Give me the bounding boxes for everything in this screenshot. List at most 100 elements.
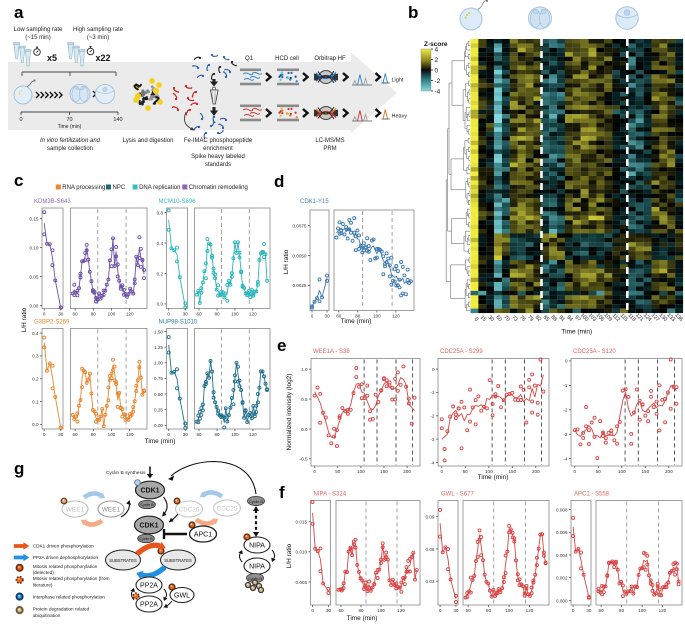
svg-text:L/H ratio: L/H ratio bbox=[283, 249, 290, 274]
svg-text:50: 50 bbox=[596, 469, 602, 474]
svg-text:30: 30 bbox=[324, 314, 330, 319]
svg-text:100: 100 bbox=[618, 469, 626, 474]
svg-text:94: 94 bbox=[565, 315, 573, 323]
svg-text:0.05: 0.05 bbox=[30, 274, 39, 279]
svg-text:200: 200 bbox=[403, 469, 411, 474]
svg-text:-4: -4 bbox=[563, 457, 568, 462]
svg-text:Chromatin remodeling: Chromatin remodeling bbox=[189, 185, 248, 191]
svg-text:GWL - S677: GWL - S677 bbox=[441, 492, 474, 498]
svg-text:Cyclin B: Cyclin B bbox=[248, 577, 262, 581]
svg-text:30: 30 bbox=[58, 312, 64, 317]
svg-text:x5: x5 bbox=[47, 53, 57, 63]
svg-text:0.0: 0.0 bbox=[32, 422, 39, 427]
svg-text:Cyclin B synthesis: Cyclin B synthesis bbox=[106, 470, 146, 476]
svg-text:0.008: 0.008 bbox=[556, 507, 568, 512]
svg-text:standards: standards bbox=[205, 162, 231, 168]
svg-text:0.005: 0.005 bbox=[296, 580, 308, 585]
svg-text:100: 100 bbox=[373, 314, 381, 319]
svg-text:0.000: 0.000 bbox=[556, 598, 568, 603]
svg-text:0.4: 0.4 bbox=[157, 241, 164, 246]
svg-text:80: 80 bbox=[91, 312, 97, 317]
svg-text:0.002: 0.002 bbox=[556, 576, 568, 581]
svg-text:50: 50 bbox=[463, 469, 469, 474]
svg-text:1.0: 1.0 bbox=[301, 367, 308, 372]
svg-text:0.5: 0.5 bbox=[301, 397, 308, 402]
svg-text:100: 100 bbox=[108, 312, 116, 317]
svg-text:Time (min): Time (min) bbox=[58, 124, 82, 130]
svg-text:0: 0 bbox=[572, 608, 575, 613]
svg-text:0: 0 bbox=[473, 317, 479, 323]
svg-text:30: 30 bbox=[453, 608, 459, 613]
svg-text:Time (min): Time (min) bbox=[478, 474, 509, 481]
svg-text:-2: -2 bbox=[435, 78, 441, 85]
svg-text:Interphase related phosphoryla: Interphase related phosphorylation bbox=[33, 595, 106, 600]
svg-text:Q1: Q1 bbox=[245, 56, 254, 62]
svg-text:115: 115 bbox=[619, 313, 629, 323]
svg-text:DNA replication: DNA replication bbox=[139, 185, 180, 191]
svg-text:124: 124 bbox=[642, 312, 653, 323]
svg-text:0: 0 bbox=[43, 432, 46, 437]
svg-text:0.1: 0.1 bbox=[32, 399, 39, 404]
svg-text:60: 60 bbox=[599, 608, 605, 613]
svg-text:CDC25A - S299: CDC25A - S299 bbox=[440, 349, 483, 355]
svg-text:a: a bbox=[14, 3, 24, 22]
svg-text:0: 0 bbox=[441, 469, 444, 474]
svg-text:100: 100 bbox=[231, 432, 239, 437]
svg-text:CDC25A - S120: CDC25A - S120 bbox=[573, 349, 616, 355]
svg-text:G3BP2-S269: G3BP2-S269 bbox=[34, 320, 70, 326]
svg-text:Lysis and digestion: Lysis and digestion bbox=[123, 138, 174, 144]
svg-text:NIPA: NIPA bbox=[249, 543, 265, 550]
svg-text:SUBSTRATES: SUBSTRATES bbox=[109, 558, 137, 563]
svg-text:0: 0 bbox=[574, 469, 577, 474]
svg-text:0: 0 bbox=[432, 367, 435, 372]
svg-text:(detected): (detected) bbox=[33, 570, 55, 575]
svg-text:109: 109 bbox=[603, 312, 614, 323]
svg-text:Heavy: Heavy bbox=[392, 114, 408, 120]
svg-text:60: 60 bbox=[466, 608, 472, 613]
svg-text:0: 0 bbox=[167, 312, 170, 317]
svg-text:100: 100 bbox=[579, 312, 590, 323]
svg-text:0.10: 0.10 bbox=[30, 245, 39, 250]
svg-text:Protein degradation related: Protein degradation related bbox=[33, 606, 90, 611]
svg-text:g: g bbox=[14, 459, 24, 478]
svg-text:PP2A: PP2A bbox=[140, 602, 158, 609]
svg-text:200: 200 bbox=[665, 469, 673, 474]
svg-text:1.25: 1.25 bbox=[154, 345, 163, 350]
svg-text:100: 100 bbox=[231, 312, 239, 317]
svg-text:-2: -2 bbox=[563, 408, 568, 413]
svg-text:ubiquitination: ubiquitination bbox=[33, 613, 61, 618]
svg-text:-1: -1 bbox=[563, 383, 568, 388]
svg-text:(~3 min): (~3 min) bbox=[87, 35, 109, 41]
svg-text:CDK1: CDK1 bbox=[139, 523, 158, 530]
svg-text:0.2: 0.2 bbox=[32, 377, 39, 382]
svg-text:MCM10-S696: MCM10-S696 bbox=[159, 199, 197, 205]
svg-text:60: 60 bbox=[494, 314, 502, 322]
svg-text:d: d bbox=[274, 172, 284, 191]
svg-text:50: 50 bbox=[335, 469, 341, 474]
svg-text:0: 0 bbox=[565, 359, 568, 364]
svg-text:c: c bbox=[14, 171, 23, 190]
svg-text:127: 127 bbox=[650, 312, 661, 323]
svg-text:(~15 min): (~15 min) bbox=[25, 35, 51, 41]
svg-text:CDC25: CDC25 bbox=[179, 507, 200, 514]
svg-text:-4: -4 bbox=[435, 88, 441, 95]
svg-text:PRM: PRM bbox=[323, 146, 336, 152]
svg-text:RNA processing: RNA processing bbox=[62, 185, 105, 191]
svg-text:103: 103 bbox=[587, 312, 598, 323]
svg-text:WEE1: WEE1 bbox=[66, 507, 85, 514]
svg-text:GWL: GWL bbox=[174, 593, 190, 600]
svg-text:In vitro fertilization and: In vitro fertilization and bbox=[40, 138, 101, 144]
svg-text:Cyclin B: Cyclin B bbox=[139, 537, 153, 541]
svg-text:0.03: 0.03 bbox=[426, 579, 435, 584]
svg-text:Cyclin B: Cyclin B bbox=[249, 500, 263, 504]
svg-text:PP2A: PP2A bbox=[140, 583, 158, 590]
svg-text:CDK1 driven phosphorylation: CDK1 driven phosphorylation bbox=[33, 543, 94, 548]
svg-text:85: 85 bbox=[542, 315, 550, 323]
svg-text:91: 91 bbox=[557, 314, 565, 322]
svg-text:sample collection: sample collection bbox=[47, 146, 93, 152]
svg-text:0.0075: 0.0075 bbox=[292, 223, 306, 228]
svg-text:80: 80 bbox=[486, 608, 492, 613]
svg-text:0.00: 0.00 bbox=[154, 423, 163, 428]
svg-text:80: 80 bbox=[358, 608, 364, 613]
svg-text:112: 112 bbox=[611, 313, 621, 323]
